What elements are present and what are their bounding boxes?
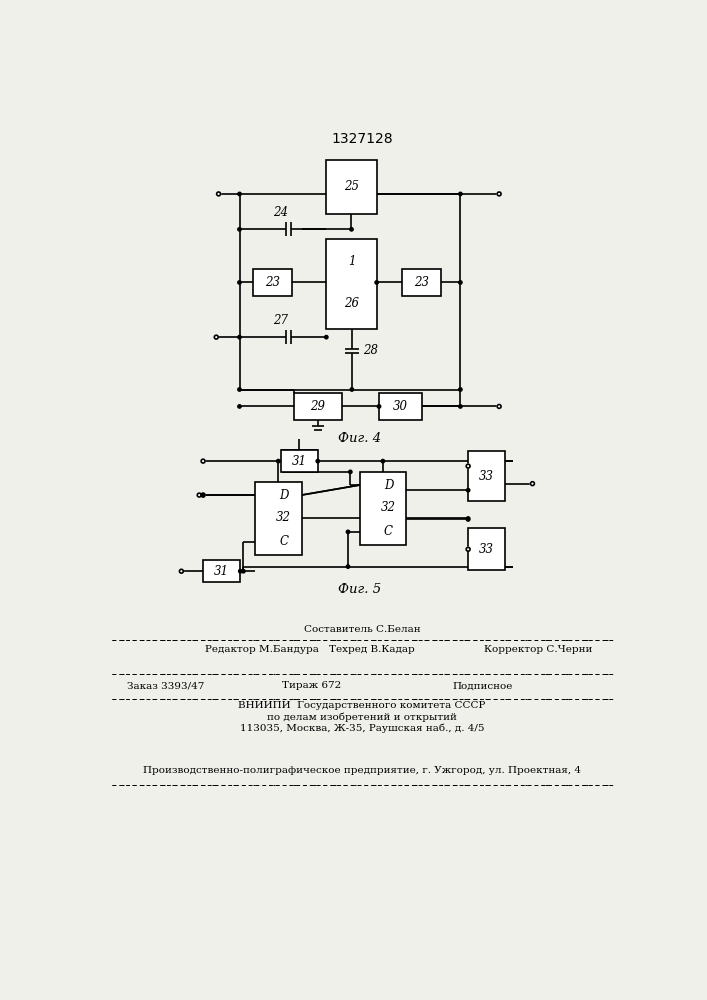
Circle shape [197,493,201,497]
Text: 24: 24 [273,206,288,219]
Circle shape [349,470,352,474]
Text: 26: 26 [344,297,359,310]
Circle shape [238,405,241,408]
Text: 25: 25 [344,180,359,193]
Circle shape [530,482,534,486]
Circle shape [381,459,385,463]
Text: C: C [384,525,393,538]
Bar [379,393,421,420]
Text: Фиг. 4: Фиг. 4 [338,432,381,445]
Circle shape [378,405,380,408]
Text: 31: 31 [292,455,307,468]
Text: 29: 29 [310,400,325,413]
Text: Производственно-полиграфическое предприятие, г. Ужгород, ул. Проектная, 4: Производственно-полиграфическое предприя… [143,766,581,775]
Text: по делам изобретений и открытий: по делам изобретений и открытий [267,712,457,722]
Circle shape [466,547,470,551]
Text: ВНИИПИ  Государственного комитета СССР: ВНИИПИ Государственного комитета СССР [238,701,486,710]
Bar [293,393,341,420]
Text: 32: 32 [276,511,291,524]
Circle shape [467,518,470,521]
Circle shape [466,464,470,468]
Circle shape [238,570,242,573]
Circle shape [238,281,241,284]
Text: 113035, Москва, Ж-35, Раушская наб., д. 4/5: 113035, Москва, Ж-35, Раушская наб., д. … [240,724,484,733]
Circle shape [459,281,462,284]
Text: Подписное: Подписное [452,681,513,690]
Circle shape [467,488,470,492]
Bar [253,269,292,296]
Text: 1327128: 1327128 [331,132,393,146]
Text: Заказ 3393/47: Заказ 3393/47 [127,681,204,690]
Text: C: C [279,535,288,548]
Circle shape [214,335,218,339]
Circle shape [350,388,354,391]
Bar [203,560,240,582]
Circle shape [276,459,280,463]
Text: Корректор С.Черни: Корректор С.Черни [484,645,592,654]
Circle shape [346,530,350,534]
Text: 28: 28 [363,344,378,358]
Text: Тираж 672: Тираж 672 [282,681,341,690]
Text: 23: 23 [265,276,280,289]
Text: 33: 33 [479,470,494,483]
Circle shape [497,405,501,408]
Text: 33: 33 [479,543,494,556]
Text: 32: 32 [381,501,396,514]
Bar [255,482,301,555]
Circle shape [350,228,354,231]
Bar [402,269,441,296]
Circle shape [459,388,462,391]
Bar [360,472,406,545]
Circle shape [316,459,320,463]
Text: Редактор М.Бандура: Редактор М.Бандура [204,645,318,654]
Bar [281,450,317,472]
Text: Составитель С.Белан: Составитель С.Белан [303,625,420,634]
Bar [468,451,506,501]
Text: D: D [279,489,288,502]
Bar [468,528,506,570]
Circle shape [238,228,241,231]
Circle shape [201,493,205,497]
Text: Фиг. 5: Фиг. 5 [338,583,381,596]
Circle shape [238,192,241,196]
Circle shape [459,405,462,408]
Circle shape [180,569,183,573]
Circle shape [375,281,378,284]
Circle shape [497,192,501,196]
Circle shape [325,335,328,339]
Circle shape [238,388,241,391]
Text: 27: 27 [273,314,288,327]
Text: 1: 1 [348,255,355,268]
Text: 23: 23 [414,276,429,289]
Text: Техред В.Кадар: Техред В.Кадар [329,645,414,654]
Circle shape [216,192,221,196]
Bar [327,239,377,329]
Bar [327,160,377,214]
Circle shape [201,493,205,497]
Text: 30: 30 [393,400,408,413]
Circle shape [467,517,470,520]
Circle shape [201,459,205,463]
Circle shape [459,192,462,196]
Circle shape [346,565,350,568]
Circle shape [238,335,241,339]
Text: D: D [384,479,393,492]
Text: 31: 31 [214,565,229,578]
Circle shape [242,570,245,573]
